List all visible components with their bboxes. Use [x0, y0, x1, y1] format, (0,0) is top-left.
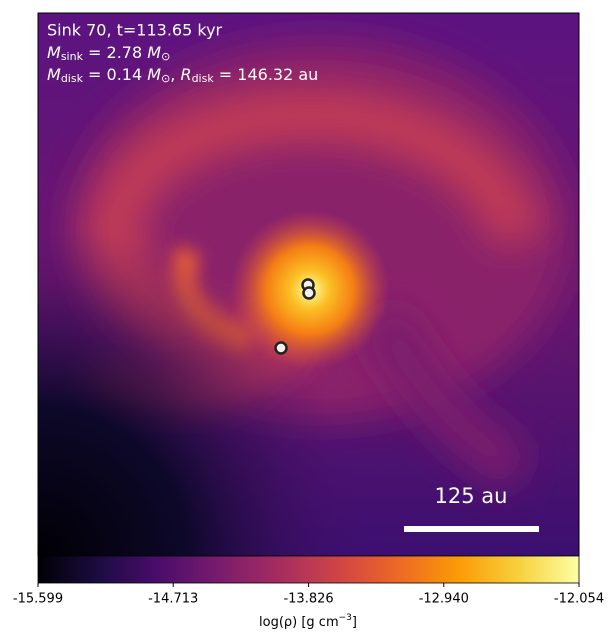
scale-bar-label: 125 au: [435, 484, 508, 508]
colorbar-gradient: [37, 555, 580, 584]
colorbar-tick-label: -15.599: [13, 592, 63, 607]
title: Sink 70, t=113.65 kyr: [47, 21, 223, 40]
sink-particles: [274, 278, 316, 355]
sink: [274, 341, 288, 355]
colorbar-tick-label: -13.826: [283, 592, 333, 607]
colorbar-label: log(ρ) [g cm−3]: [259, 613, 357, 630]
colorbar-tick-label: -14.713: [148, 592, 198, 607]
colorbar: -15.599 -14.713 -13.826 -12.940 -12.054: [13, 555, 604, 607]
colorbar-tick-label: -12.054: [554, 592, 604, 607]
scale-bar: [404, 526, 539, 532]
sink-mass: Msink = 2.78 M⊙: [47, 43, 170, 64]
colorbar-tick-label: -12.940: [419, 592, 469, 607]
disk-info: Mdisk = 0.14 M⊙, Rdisk = 146.32 au: [47, 65, 318, 86]
sink: [302, 286, 316, 300]
